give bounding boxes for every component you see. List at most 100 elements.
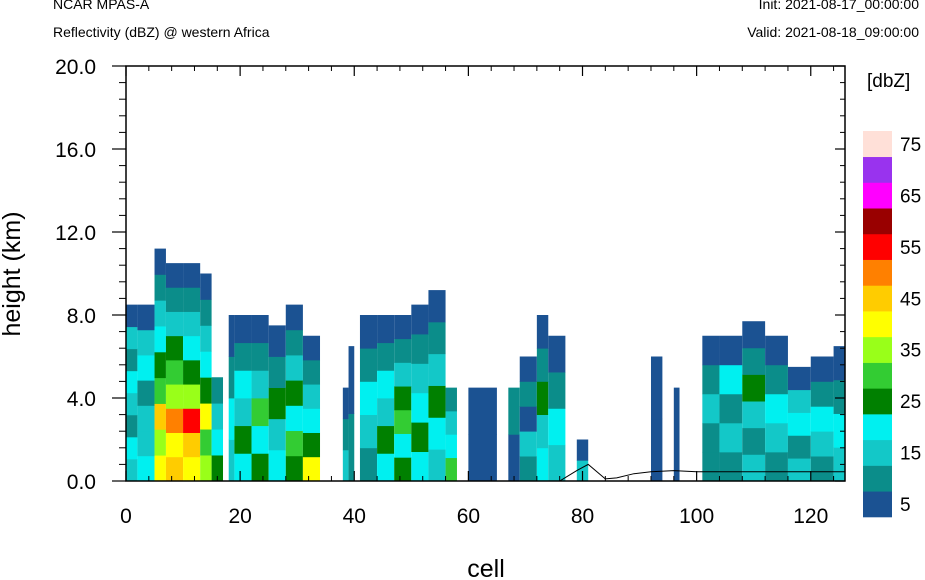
reflectivity-cell: [377, 453, 395, 482]
reflectivity-cell: [519, 356, 537, 382]
reflectivity-cell: [445, 387, 457, 412]
reflectivity-cell: [302, 335, 321, 361]
reflectivity-cell: [154, 248, 166, 275]
reflectivity-cell: [536, 447, 549, 482]
reflectivity-cell: [251, 315, 269, 344]
reflectivity-cell: [411, 363, 429, 394]
reflectivity-cell: [359, 348, 378, 382]
reflectivity-cell: [211, 429, 224, 456]
reflectivity-cell: [165, 384, 184, 409]
reflectivity-cell: [126, 392, 138, 416]
x-tick-label: 0: [120, 505, 132, 528]
init-time: Init: 2021-08-17_00:00:00: [758, 0, 919, 12]
reflectivity-cell: [519, 456, 537, 482]
reflectivity-cell: [394, 409, 412, 434]
y-tick-label: 8.0: [67, 305, 96, 328]
x-axis-label: cell: [467, 555, 505, 580]
y-tick-label: 0.0: [67, 471, 96, 494]
reflectivity-cell: [302, 432, 321, 458]
reflectivity-cell: [251, 342, 269, 371]
x-tick-label: 20: [228, 505, 251, 528]
reflectivity-cell: [650, 418, 663, 482]
reflectivity-cell: [742, 321, 766, 349]
reflectivity-cell: [719, 451, 743, 482]
reflectivity-cell: [126, 370, 138, 394]
colorbar-swatch: [863, 182, 892, 209]
reflectivity-cell: [742, 347, 766, 375]
reflectivity-cell: [548, 408, 566, 446]
reflectivity-cell: [411, 334, 429, 364]
reflectivity-cell: [342, 387, 349, 420]
reflectivity-cell: [650, 356, 663, 420]
reflectivity-cell: [285, 304, 303, 331]
reflectivity-cell: [268, 449, 286, 482]
reflectivity-cell: [211, 377, 224, 404]
reflectivity-cell: [548, 444, 566, 482]
reflectivity-cell: [702, 393, 720, 424]
reflectivity-cell: [137, 380, 155, 406]
reflectivity-cell: [719, 364, 743, 395]
reflectivity-cell: [200, 455, 212, 482]
reflectivity-cell: [742, 454, 766, 482]
y-axis-label: height (km): [0, 211, 26, 336]
valid-time: Valid: 2021-08-18_09:00:00: [747, 24, 919, 40]
reflectivity-cell: [342, 449, 349, 482]
reflectivity-cell: [765, 364, 788, 395]
reflectivity-cell: [536, 414, 549, 449]
y-tick-label: 16.0: [55, 139, 96, 162]
reflectivity-cell: [211, 455, 224, 482]
reflectivity-cell: [702, 422, 720, 453]
reflectivity-cell: [234, 315, 252, 344]
reflectivity-cell: [411, 392, 429, 423]
reflectivity-cell: [548, 372, 566, 409]
reflectivity-cell: [519, 431, 537, 457]
reflectivity-cell: [302, 359, 321, 385]
reflectivity-cell: [428, 290, 446, 323]
reflectivity-cell: [137, 455, 155, 482]
reflectivity-cell: [810, 431, 834, 457]
reflectivity-cell: [302, 408, 321, 433]
reflectivity-cell: [787, 366, 811, 391]
reflectivity-cell: [702, 451, 720, 482]
reflectivity-cell: [183, 359, 201, 385]
reflectivity-cell: [428, 321, 446, 355]
reflectivity-cell: [165, 263, 184, 288]
model-name: NCAR MPAS-A: [53, 0, 150, 12]
reflectivity-cell: [165, 359, 184, 385]
reflectivity-cell: [228, 356, 235, 399]
y-tick-label: 4.0: [67, 388, 96, 411]
reflectivity-cell: [536, 315, 549, 349]
reflectivity-cell: [359, 381, 378, 415]
reflectivity-cell: [234, 425, 252, 454]
reflectivity-cell: [833, 447, 845, 482]
reflectivity-cell: [342, 418, 349, 451]
reflectivity-cell: [154, 300, 166, 327]
reflectivity-cell: [251, 398, 269, 427]
reflectivity-cell: [833, 413, 845, 448]
colorbar-swatch: [863, 439, 892, 466]
reflectivity-cell: [548, 335, 566, 373]
reflectivity-cell: [377, 425, 395, 454]
reflectivity-cell: [302, 456, 321, 482]
reflectivity-cell: [200, 299, 212, 326]
colorbar-swatch: [863, 233, 892, 260]
reflectivity-cell: [702, 364, 720, 395]
colorbar-swatch: [863, 336, 892, 363]
reflectivity-cell: [285, 329, 303, 356]
reflectivity-cell: [285, 380, 303, 406]
colorbar-label: 5: [900, 495, 911, 516]
reflectivity-cell: [137, 430, 155, 457]
reflectivity-cell: [377, 398, 395, 427]
reflectivity-cell: [508, 387, 520, 435]
reflectivity-cell: [165, 311, 184, 337]
reflectivity-cell: [719, 393, 743, 424]
colorbar-label: 65: [900, 186, 921, 207]
reflectivity-cell: [126, 326, 138, 350]
reflectivity-cell: [165, 408, 184, 433]
colorbar-swatch: [863, 259, 892, 286]
colorbar-unit-label: [dbZ]: [867, 71, 910, 92]
colorbar-swatch: [863, 285, 892, 312]
reflectivity-cell: [359, 315, 378, 349]
colorbar-swatch: [863, 491, 892, 518]
reflectivity-cell: [183, 287, 201, 312]
